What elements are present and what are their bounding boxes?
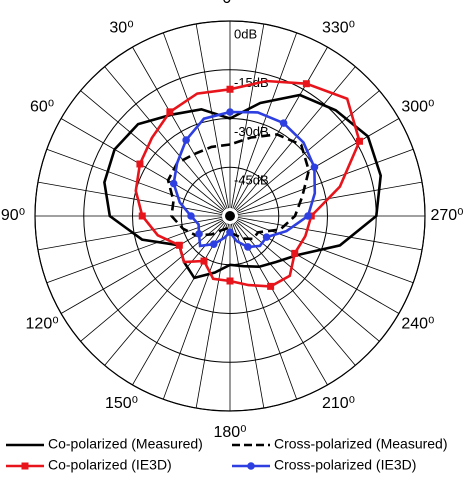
theta-tick-label: 240⁰ [401,316,434,333]
legend-entry: Cross-polarized (IE3D) [232,457,416,473]
marker [226,108,234,116]
spoke [162,223,228,400]
legend-label: Cross-polarized (Measured) [274,436,448,452]
marker [182,136,190,144]
marker [200,257,208,265]
center-dot [225,211,235,221]
marker [302,80,310,88]
grid [34,20,426,412]
marker [195,230,203,238]
theta-tick-label: 90⁰ [1,207,25,224]
marker [244,243,252,251]
theta-tick-label: 180⁰ [213,424,246,441]
series-line [103,93,383,280]
theta-tick-label: 0⁰ [222,0,237,7]
theta-tick-label: 270⁰ [430,207,463,224]
legend-entry: Co-polarized (Measured) [6,436,203,452]
marker [166,108,174,116]
marker [138,212,146,220]
spoke [80,220,225,342]
marker [136,160,144,168]
marker [291,249,299,257]
legend-entry: Cross-polarized (Measured) [232,436,448,452]
marker [262,233,271,241]
spoke [46,148,223,214]
theta-tick-label: 330⁰ [322,19,355,36]
spoke [104,66,226,211]
spoke [234,66,356,211]
theta-tick-label: 300⁰ [401,99,434,116]
spoke [132,222,227,386]
legend-label: Co-polarized (Measured) [48,436,203,452]
marker [226,228,234,237]
marker [169,179,178,188]
spoke [232,223,298,400]
spoke [237,218,414,284]
marker [355,137,363,145]
marker [226,277,234,285]
spoke [132,46,227,210]
spoke [162,32,228,209]
legend-marker [21,462,29,470]
spoke [80,90,225,212]
legend-entry: Co-polarized (IE3D) [6,457,172,473]
r-tick-label: -45dB [234,173,269,188]
marker [226,85,234,93]
spoke [195,223,230,409]
marker [310,163,319,172]
spoke [237,148,414,214]
legend-label: Cross-polarized (IE3D) [274,457,416,473]
marker [209,240,218,248]
marker [279,119,288,127]
legend-marker [247,462,255,470]
theta-tick-label: 30⁰ [109,19,133,36]
r-tick-label: 0dB [234,26,257,41]
spoke [37,181,223,216]
spoke [232,32,298,209]
theta-tick-label: 120⁰ [26,316,59,333]
theta-tick-label: 150⁰ [105,395,138,412]
spoke [230,23,265,209]
spoke [234,221,356,366]
spoke [37,216,223,251]
r-tick-label: -30dB [234,124,269,139]
spoke [236,118,400,213]
spoke [233,46,328,210]
series-line [166,133,311,241]
theta-tick-label: 60⁰ [30,99,54,116]
theta-tick-label: 210⁰ [322,395,355,412]
spoke [230,223,265,409]
marker [304,212,312,220]
spoke [46,218,223,284]
marker [187,212,195,220]
marker [267,282,275,290]
spoke [237,216,423,251]
spoke [235,220,380,342]
legend-label: Co-polarized (IE3D) [48,457,172,473]
marker [175,241,183,249]
